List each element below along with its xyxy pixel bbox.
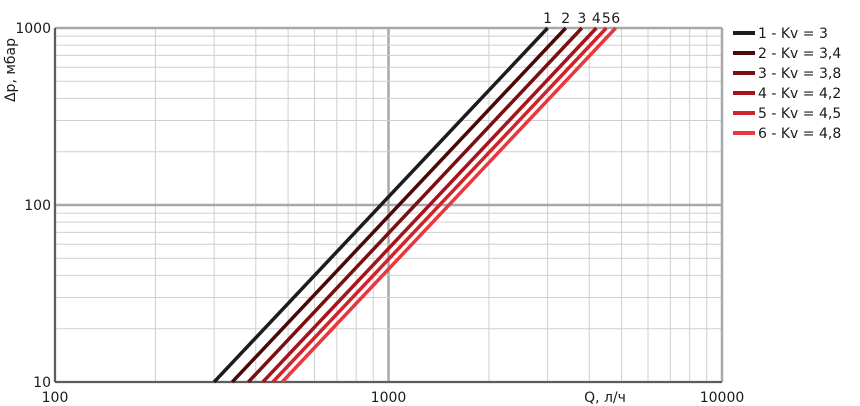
series-line-6	[280, 26, 617, 384]
legend-entry-6: 6 - Kv = 4,8	[758, 126, 841, 142]
curve-label-5: 5	[602, 11, 611, 27]
legend-entry-4: 4 - Kv = 4,2	[758, 86, 841, 102]
series-lines	[212, 26, 617, 384]
y-tick-label: 10	[33, 375, 51, 391]
y-axis-title: Δp, мбар	[3, 38, 19, 102]
legend-entry-1: 1 - Kv = 3	[758, 26, 828, 42]
y-tick-label: 1000	[15, 21, 51, 37]
curve-label-3: 3	[577, 11, 586, 27]
series-line-5	[271, 26, 608, 384]
legend-entry-5: 5 - Kv = 4,5	[758, 106, 841, 122]
grid	[53, 26, 724, 384]
x-axis-title: Q, л/ч	[584, 390, 626, 406]
x-tick-label: 100	[42, 390, 69, 406]
legend-entry-2: 2 - Kv = 3,4	[758, 46, 841, 62]
x-tick-label: 10000	[700, 390, 745, 406]
curve-label-2: 2	[561, 11, 570, 27]
curve-label-1: 1	[543, 11, 552, 27]
series-line-2	[230, 26, 568, 384]
x-tick-label: 1000	[371, 390, 407, 406]
series-line-1	[212, 26, 549, 384]
series-line-4	[261, 26, 598, 384]
curve-label-4: 4	[592, 11, 601, 27]
y-tick-label: 100	[24, 198, 51, 214]
curve-label-6: 6	[611, 11, 620, 27]
legend: 1 - Kv = 3 2 - Kv = 3,4 3 - Kv = 3,8 4 - Kv…	[733, 26, 841, 142]
series-line-3	[247, 26, 584, 384]
legend-entry-3: 3 - Kv = 3,8	[758, 66, 841, 82]
